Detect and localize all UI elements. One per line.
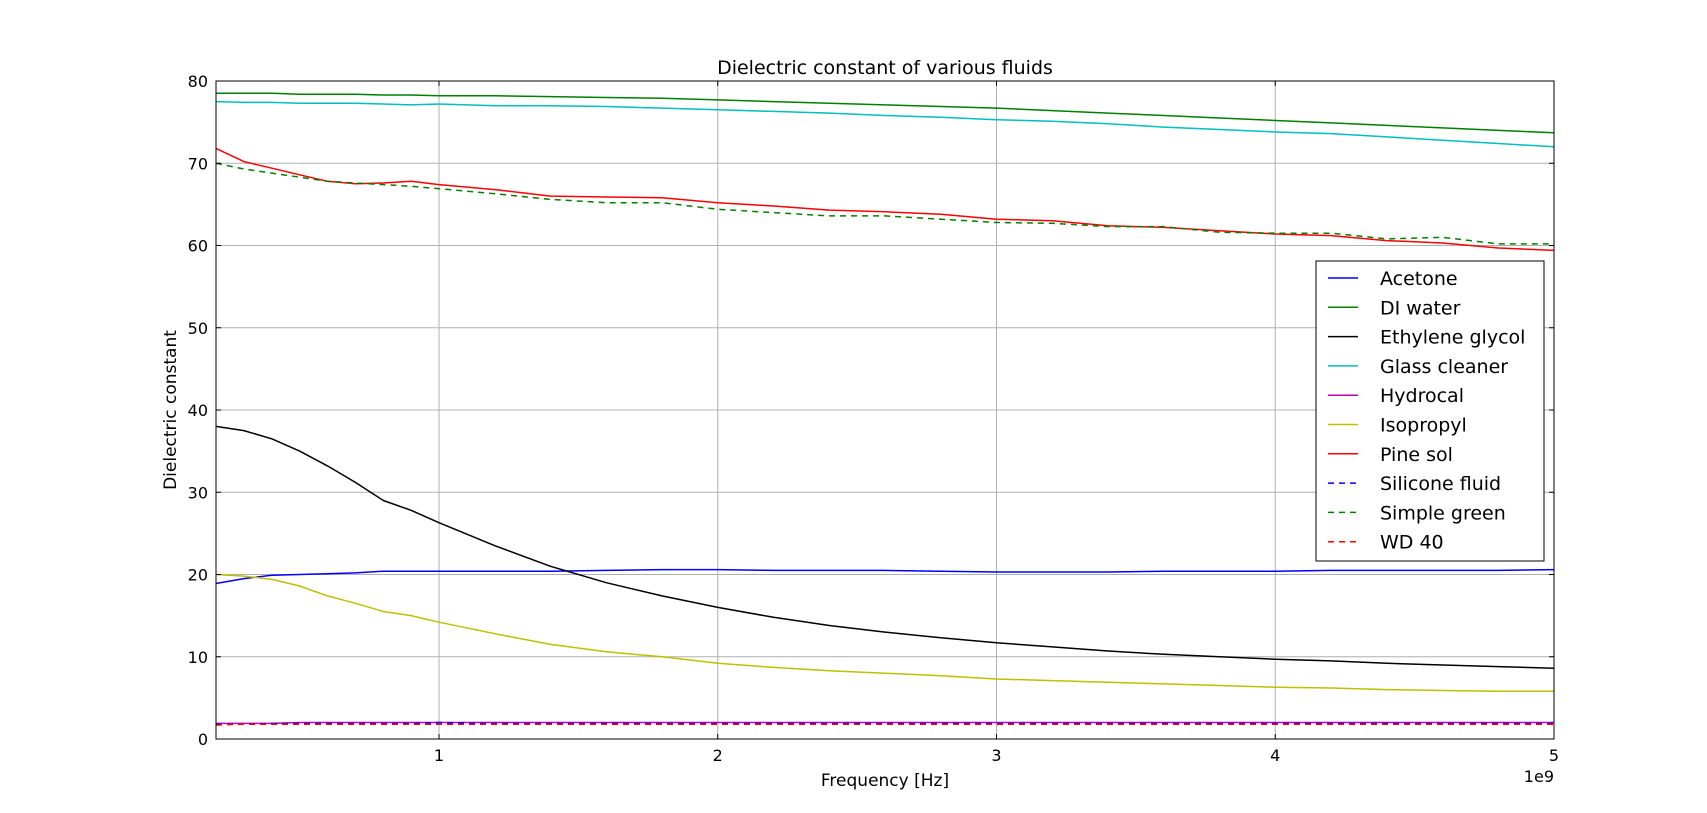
legend-label-di-water: DI water (1380, 297, 1461, 319)
series-line-acetone (215, 568, 1555, 585)
legend-label-ethylene-glycol: Ethylene glycol (1380, 327, 1525, 349)
series-line-simple-green (215, 162, 1554, 245)
x-tick-label: 4 (1270, 746, 1280, 765)
axis-ticks: 0 10 20 30 40 50 60 70 80 1 2 3 4 5 (188, 72, 1559, 765)
legend-label-simple-green: Simple green (1380, 502, 1506, 524)
x-tick-label: 3 (991, 746, 1001, 765)
grid (216, 81, 1554, 739)
legend-box (1315, 260, 1545, 562)
legend-label-isopropyl: Isopropyl (1380, 415, 1467, 437)
legend-label-silicone-fluid: Silicone fluid (1380, 473, 1501, 495)
legend-label-wd-40: WD 40 (1380, 532, 1444, 554)
y-tick-label: 80 (188, 72, 208, 91)
y-tick-label: 10 (188, 648, 208, 667)
x-axis-label: Frequency [Hz] (821, 771, 949, 791)
y-tick-label: 50 (188, 319, 208, 338)
series-line-ethylene-glycol (215, 425, 1555, 670)
y-axis-label: Dielectric constant (161, 330, 181, 490)
legend-label-hydrocal: Hydrocal (1380, 385, 1464, 407)
series-lines (215, 92, 1555, 726)
series-line-glass-cleaner (215, 100, 1555, 148)
chart-title: Dielectric constant of various fluids (717, 57, 1053, 79)
y-tick-label: 30 (188, 483, 208, 502)
legend: Acetone DI water Ethylene glycol Glass clea… (1315, 260, 1545, 562)
series-line-hydrocal (216, 721, 1554, 725)
x-tick-label: 2 (713, 746, 723, 765)
x-axis-offset-text: 1e9 (1524, 767, 1554, 786)
x-tick-label: 5 (1549, 746, 1559, 765)
series-line-pine-sol (215, 147, 1555, 252)
legend-label-acetone: Acetone (1380, 268, 1458, 290)
y-tick-label: 20 (188, 566, 208, 585)
y-tick-label: 60 (188, 237, 208, 256)
y-tick-label: 70 (188, 154, 208, 173)
y-tick-label: 0 (198, 730, 208, 749)
legend-label-pine-sol: Pine sol (1380, 444, 1453, 466)
x-tick-label: 1 (434, 746, 444, 765)
series-line-isopropyl (215, 573, 1554, 693)
series-line-di-water (216, 92, 1555, 134)
legend-label-glass-cleaner: Glass cleaner (1380, 356, 1508, 378)
y-tick-label: 40 (188, 401, 208, 420)
